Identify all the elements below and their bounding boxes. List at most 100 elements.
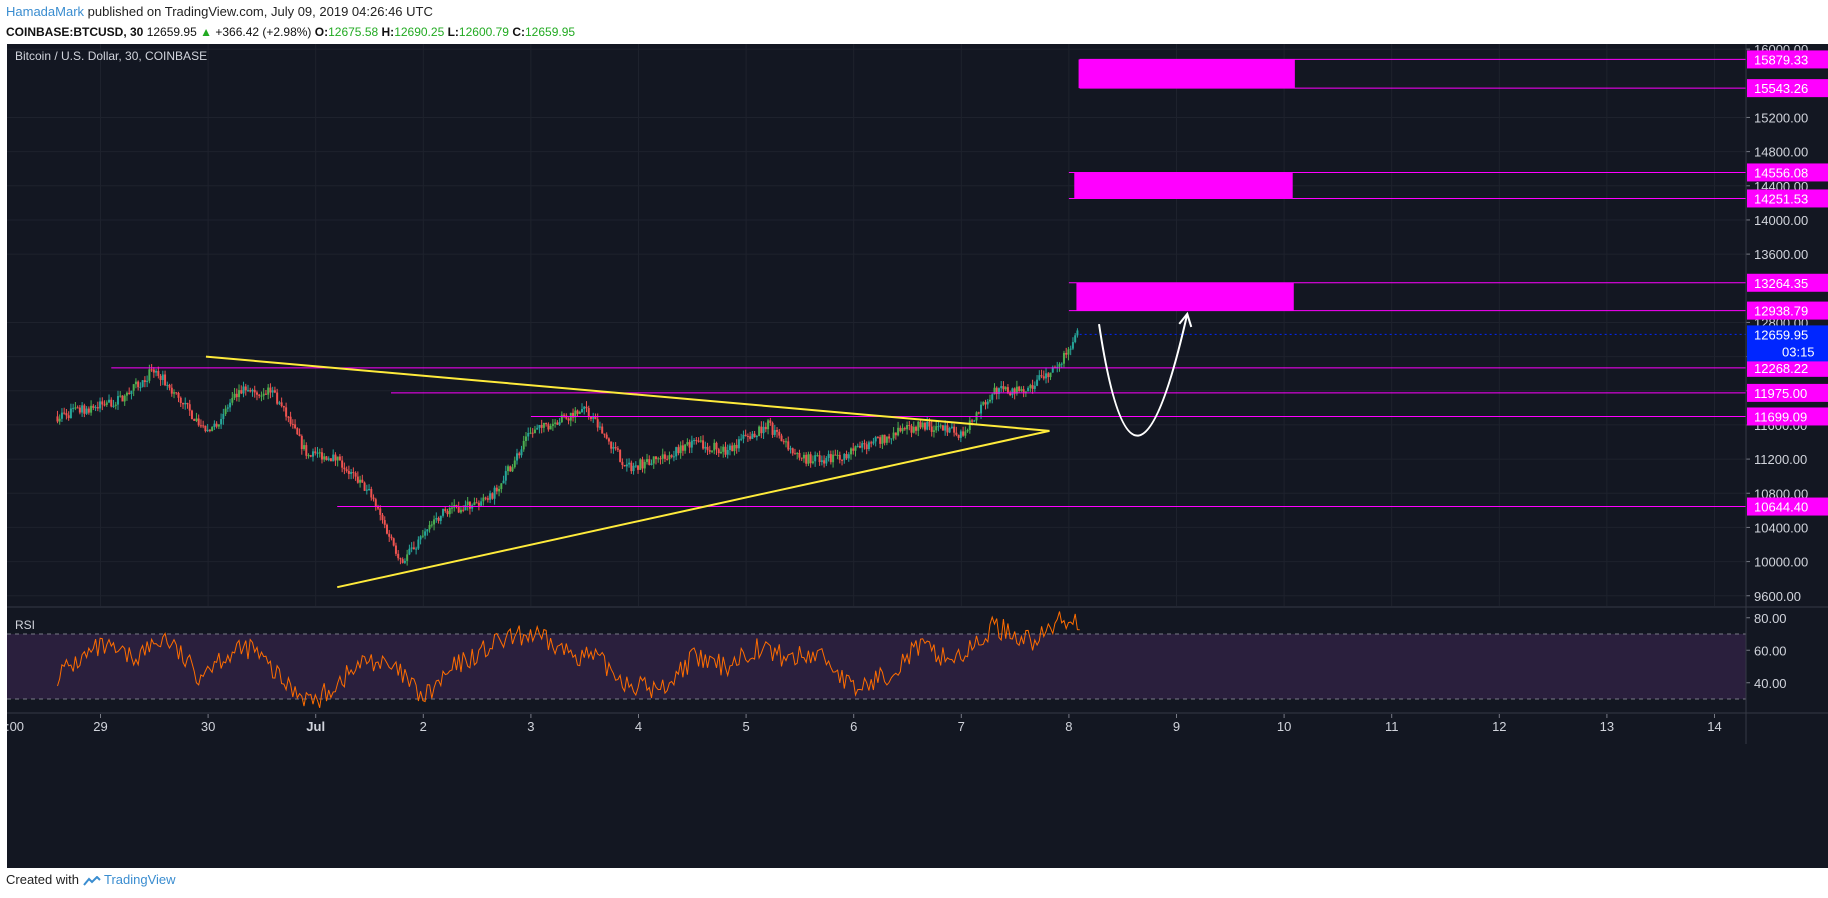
candle-body — [872, 441, 875, 444]
candle-body — [498, 488, 501, 492]
candle-body — [294, 424, 297, 429]
level-price-tag — [1747, 383, 1828, 402]
candle-body — [518, 453, 521, 456]
candle-body — [796, 452, 799, 454]
candle-body — [168, 384, 171, 388]
chart-area[interactable]: Bitcoin / U.S. Dollar, 30, COINBASE RSI … — [0, 42, 1828, 868]
candle-body — [69, 408, 72, 418]
candle-body — [789, 448, 792, 450]
candle-body — [468, 501, 471, 509]
candle-body — [206, 429, 209, 432]
candle-body — [695, 440, 698, 442]
time-tick-label: 6 — [850, 719, 857, 734]
candle-body — [383, 520, 386, 525]
candle-body — [455, 505, 458, 507]
candle-body — [56, 416, 59, 422]
candle-body — [818, 455, 821, 463]
candle-body — [616, 448, 619, 450]
candle-body — [305, 445, 308, 456]
candle-body — [993, 387, 996, 395]
time-tick-label: :00 — [6, 719, 24, 734]
price-axis[interactable]: 9600.00 10000.00 10400.00 10800.00 11200.00 1… — [1746, 42, 1828, 868]
candle-body — [760, 426, 763, 434]
candle-body — [300, 435, 303, 450]
candle-body — [255, 392, 258, 395]
candle-body — [897, 427, 900, 436]
candle-body — [336, 456, 339, 461]
price-tick-label: 14000.00 — [1754, 213, 1808, 228]
candle-body — [932, 430, 935, 432]
candle-body — [876, 437, 879, 439]
candle-body — [823, 460, 826, 464]
candle-body — [735, 444, 738, 449]
candle-body — [242, 386, 245, 394]
candle-body — [652, 456, 655, 464]
candle-body — [930, 426, 933, 432]
candle-body — [1038, 375, 1041, 380]
level-price-label: 11975.00 — [1754, 386, 1807, 401]
price-pane[interactable]: Bitcoin / U.S. Dollar, 30, COINBASE — [0, 44, 1746, 606]
candle-body — [134, 381, 137, 385]
level-price-tag — [1747, 189, 1828, 208]
candle-body — [179, 397, 182, 404]
candle-body — [944, 425, 947, 431]
candle-body — [854, 446, 857, 451]
author-link[interactable]: HamadaMark — [6, 4, 85, 19]
candle-body — [220, 418, 223, 425]
candle-body — [567, 418, 570, 421]
candle-body — [1004, 387, 1007, 390]
candle-body — [917, 421, 920, 431]
candle-body — [702, 440, 705, 449]
candle-body — [343, 467, 346, 470]
candle-body — [509, 466, 512, 472]
candle-body — [85, 408, 88, 414]
candle-body — [666, 458, 669, 460]
candle-body — [379, 508, 382, 515]
candle-body — [1067, 349, 1070, 355]
candle-body — [264, 393, 267, 395]
candle-body — [621, 461, 624, 465]
candle-body — [542, 423, 545, 428]
tradingview-logo-icon — [82, 875, 101, 886]
candle-body — [560, 414, 563, 423]
candle-body — [881, 434, 884, 444]
time-axis[interactable]: :00 29 30 Jul 2 3 4 5 6 7 8 9 10 11 12 13 14 — [0, 714, 1746, 738]
candle-body — [672, 456, 675, 458]
candle-body — [309, 455, 312, 457]
level-price-label: 10644.40 — [1754, 500, 1808, 515]
countdown-label: 03:15 — [1782, 344, 1815, 359]
candle-body — [798, 452, 801, 458]
level-price-label: 15879.33 — [1754, 52, 1808, 67]
tradingview-link[interactable]: TradingView — [104, 872, 176, 887]
rsi-pane[interactable]: RSI — [7, 611, 1746, 708]
candle-body — [825, 457, 828, 464]
time-tick-label: 10 — [1277, 719, 1291, 734]
candle-body — [719, 451, 722, 454]
candle-body — [186, 402, 189, 405]
candle-body — [101, 401, 104, 405]
time-tick-label: 5 — [742, 719, 749, 734]
candle-body — [244, 386, 247, 391]
open-label: O: — [314, 25, 329, 39]
candle-body — [128, 392, 131, 394]
candle-body — [1031, 385, 1034, 389]
candle-body — [426, 529, 429, 532]
candle-body — [489, 493, 492, 500]
candle-body — [809, 454, 812, 464]
candle-body — [536, 427, 539, 430]
candle-body — [832, 454, 835, 463]
candle-body — [997, 388, 1000, 395]
candle-body — [1051, 367, 1054, 373]
candle-body — [762, 426, 765, 434]
candle-body — [347, 470, 350, 474]
candle-body — [125, 392, 128, 396]
candle-body — [533, 429, 536, 434]
candle-body — [114, 404, 117, 406]
candle-body — [96, 407, 99, 409]
candle-body — [769, 420, 772, 423]
price-tick-label: 11200.00 — [1754, 452, 1807, 467]
candle-body — [991, 394, 994, 400]
candle-body — [740, 438, 743, 440]
candle-body — [836, 454, 839, 456]
candle-body — [941, 425, 944, 431]
